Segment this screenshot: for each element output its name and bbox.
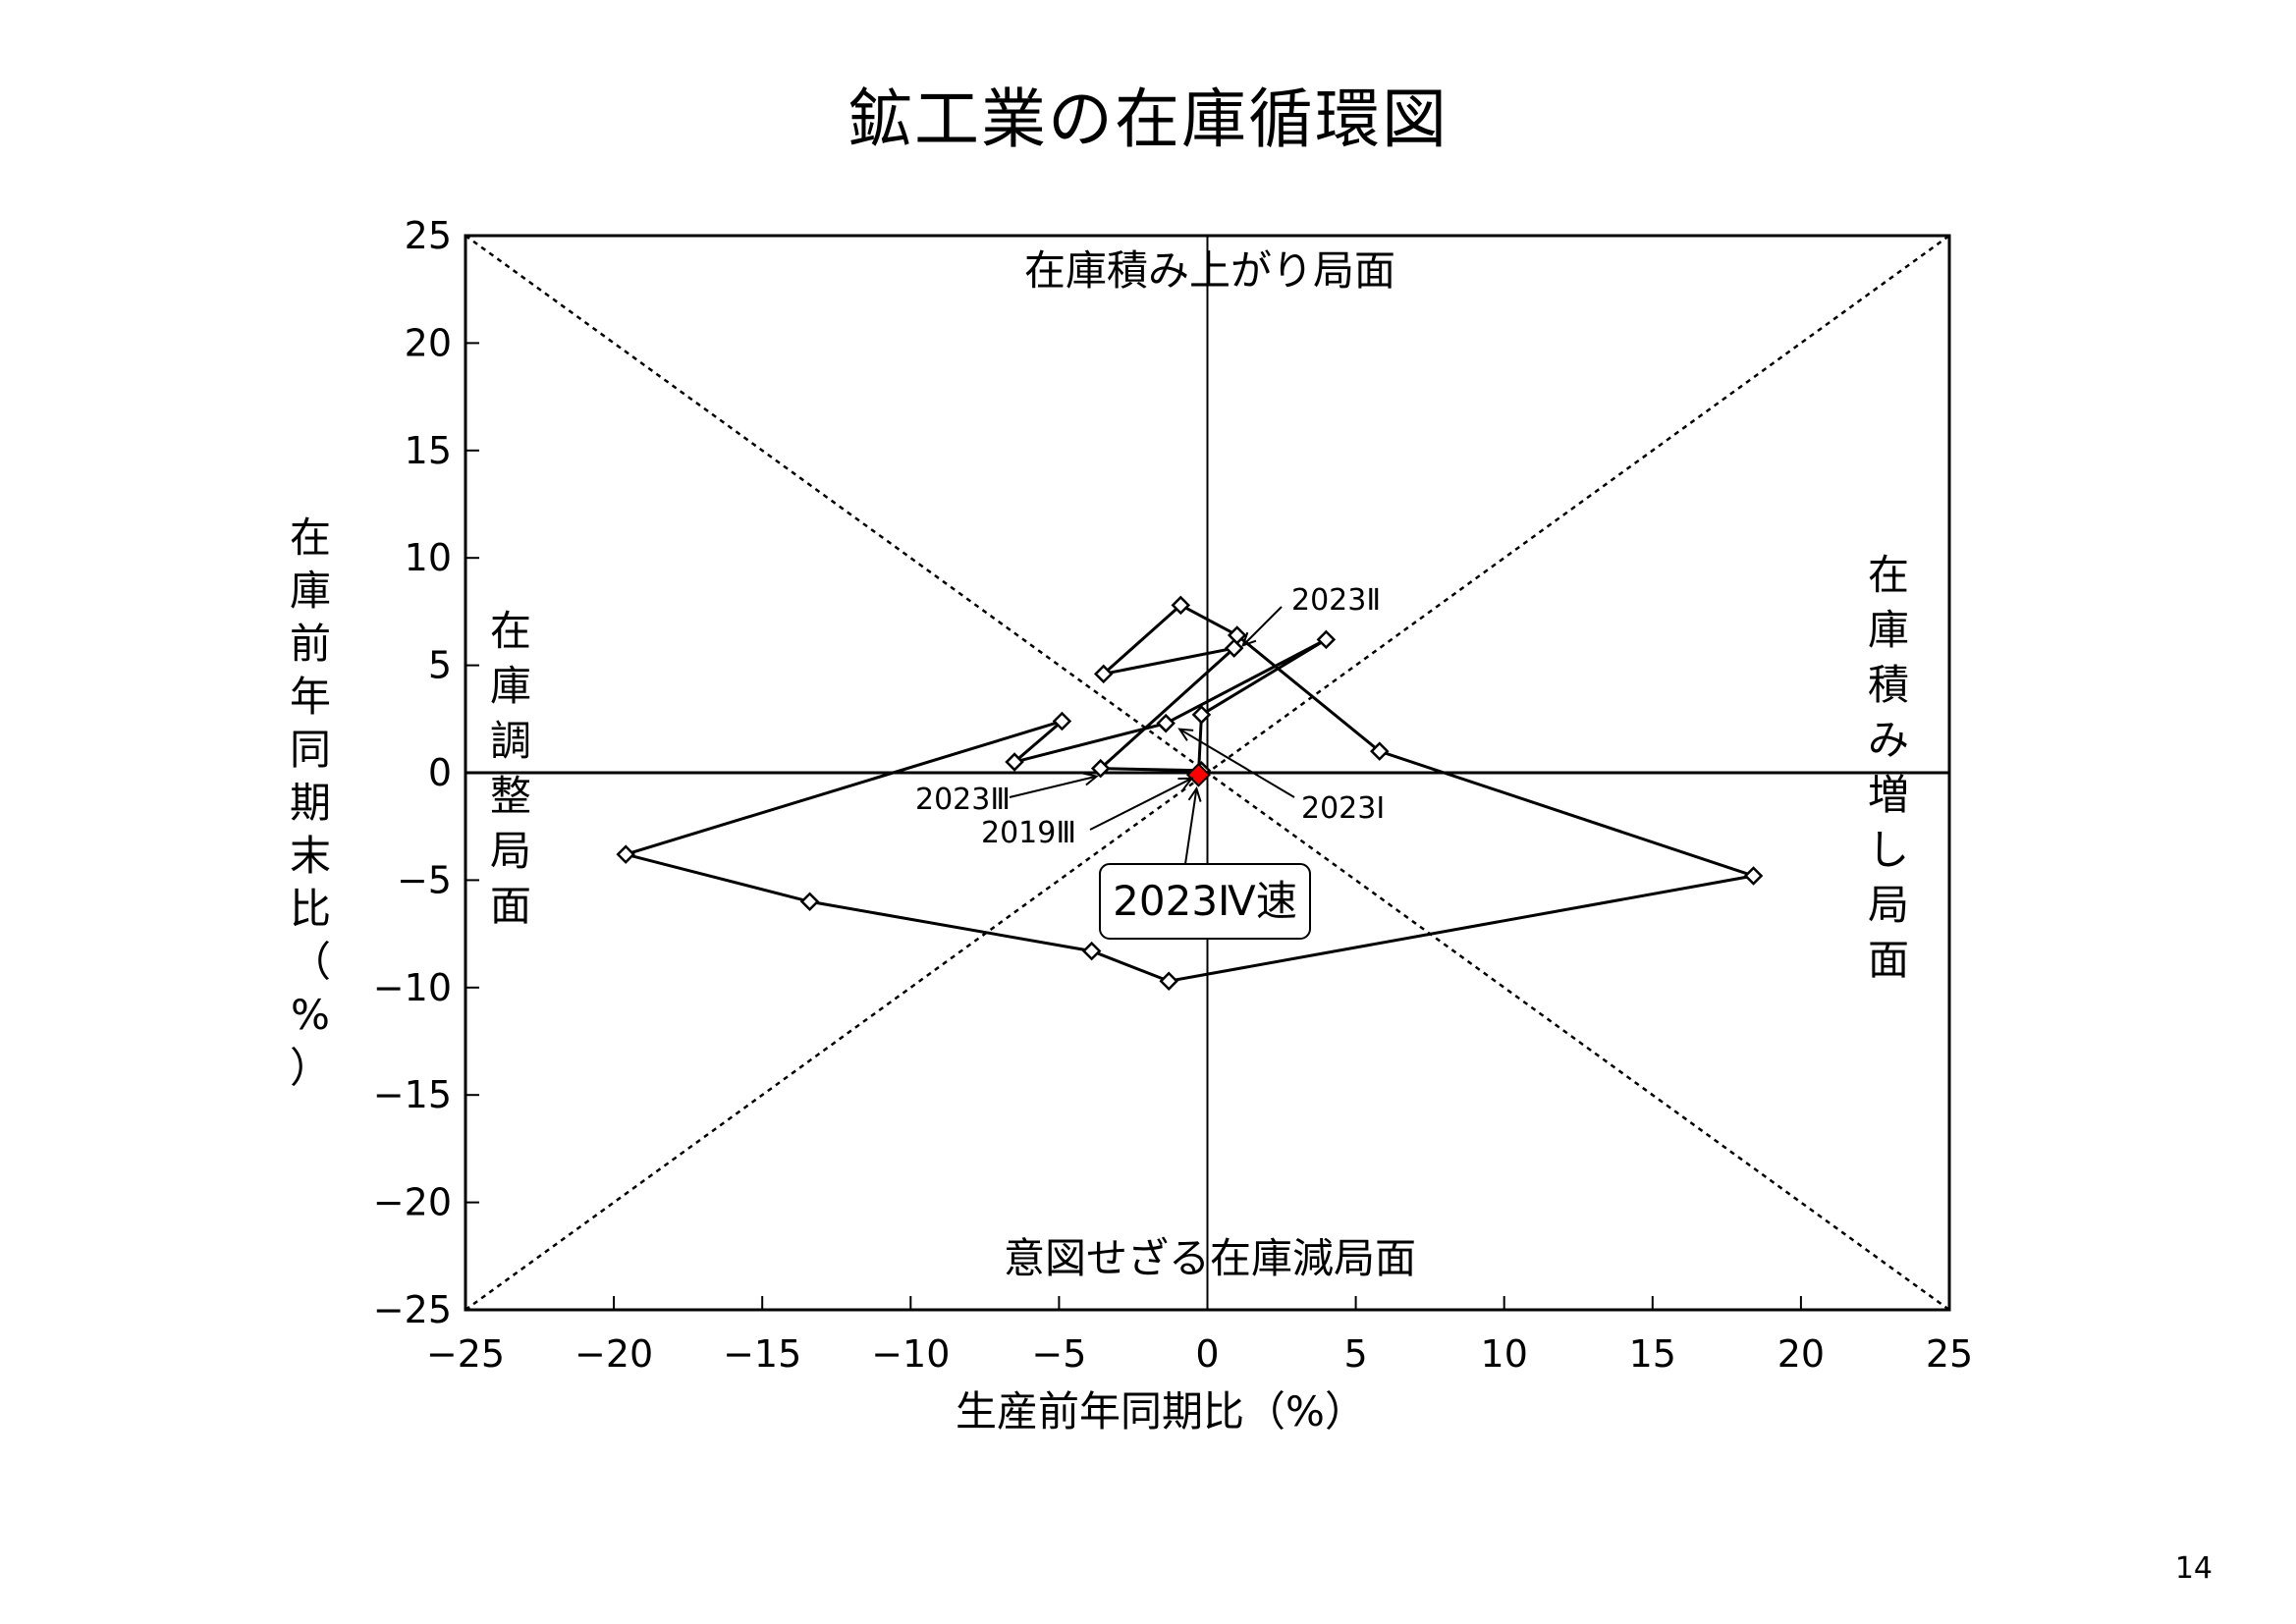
- annotation-2023-q2: 2023Ⅱ: [1291, 583, 1381, 618]
- x-tick-label: −10: [871, 1332, 950, 1376]
- arrow-2023-q2: [1242, 606, 1283, 647]
- y-tick-label: −25: [373, 1288, 452, 1331]
- arrow-2023-q1: [1178, 728, 1295, 798]
- latest-callout-box: [1099, 863, 1311, 940]
- x-tick-label: 10: [1481, 1332, 1528, 1376]
- arrow-2023-q1-head: [1177, 728, 1194, 741]
- annotation-2023-q3: 2023Ⅲ: [915, 783, 1011, 817]
- y-tick-label: 20: [405, 321, 452, 364]
- y-tick-label: −10: [373, 966, 452, 1009]
- y-tick-label: 0: [428, 751, 452, 794]
- data-point: [1052, 711, 1072, 731]
- data-point: [1081, 941, 1102, 961]
- y-tick-label: −15: [373, 1073, 452, 1116]
- series-inventory-cycle: [616, 595, 1764, 992]
- arrow-2023-q3: [1009, 775, 1097, 798]
- data-point: [1093, 664, 1114, 684]
- arrow-2023-q3-head: [1082, 772, 1099, 786]
- y-tick-label: 5: [428, 644, 452, 687]
- latest-callout-label: 2023Ⅳ速: [1113, 877, 1297, 925]
- page-title: 鉱工業の在庫循環図: [847, 81, 1449, 157]
- data-point: [799, 892, 820, 912]
- data-point: [616, 844, 635, 864]
- x-tick-label: −20: [574, 1332, 653, 1376]
- y-tick-label: 15: [405, 429, 452, 472]
- data-point: [1159, 971, 1178, 992]
- data-point: [1227, 625, 1247, 645]
- latest-data-point: [1186, 762, 1211, 787]
- annotation-2023-q1: 2023Ⅰ: [1301, 791, 1385, 826]
- x-tick-label: 25: [1926, 1332, 1973, 1376]
- series-line: [620, 603, 1755, 983]
- y-tick-label: 25: [405, 214, 452, 257]
- data-point: [1224, 638, 1244, 658]
- annotation-arrows: [1009, 606, 1295, 865]
- x-tick-label: −5: [1031, 1332, 1086, 1376]
- arrow-2019-q3: [1089, 777, 1192, 831]
- data-point: [1005, 752, 1024, 772]
- arrow-2023-q2-head: [1241, 631, 1257, 647]
- data-point: [1156, 713, 1175, 733]
- data-point: [1090, 758, 1111, 779]
- y-tick-label: −5: [397, 858, 452, 901]
- axis-ticks: −25 −20 −15 −10 −5 0 5 10 15 20 25 −25 −20 −15 −10 −5 0 5…: [373, 214, 1973, 1376]
- quadrant-label-left: 在庫調整局面: [490, 607, 531, 930]
- x-tick-label: 5: [1344, 1332, 1368, 1376]
- quadrant-label-top: 在庫積み上がり局面: [1024, 246, 1395, 295]
- y-tick-label: 10: [405, 536, 452, 579]
- data-point: [1171, 595, 1191, 616]
- data-point: [1316, 629, 1337, 650]
- y-tick-label: −20: [373, 1181, 452, 1224]
- x-tick-label: 15: [1629, 1332, 1676, 1376]
- x-tick-label: 0: [1195, 1332, 1219, 1376]
- quadrant-label-bottom: 意図せざる在庫減局面: [1004, 1234, 1416, 1282]
- page-number: 14: [2174, 1551, 2213, 1586]
- x-tick-label: −15: [723, 1332, 801, 1376]
- arrow-2023-q4-head: [1187, 785, 1202, 802]
- arrow-2023-q4: [1184, 788, 1198, 865]
- data-point: [1370, 741, 1390, 761]
- quadrant-label-right: 在庫積み増し局面: [1868, 551, 1909, 984]
- data-point: [1191, 705, 1212, 725]
- arrow-2019-q3-head: [1177, 777, 1194, 790]
- annotation-2019-q3: 2019Ⅲ: [981, 816, 1076, 850]
- x-tick-label: −25: [426, 1332, 505, 1376]
- y-axis-title: 在庫前年同期末比（%）: [290, 514, 331, 1092]
- x-tick-label: 20: [1777, 1332, 1825, 1376]
- data-point: [1743, 866, 1764, 886]
- x-axis-title: 生産前年同期比（%）: [956, 1387, 1366, 1435]
